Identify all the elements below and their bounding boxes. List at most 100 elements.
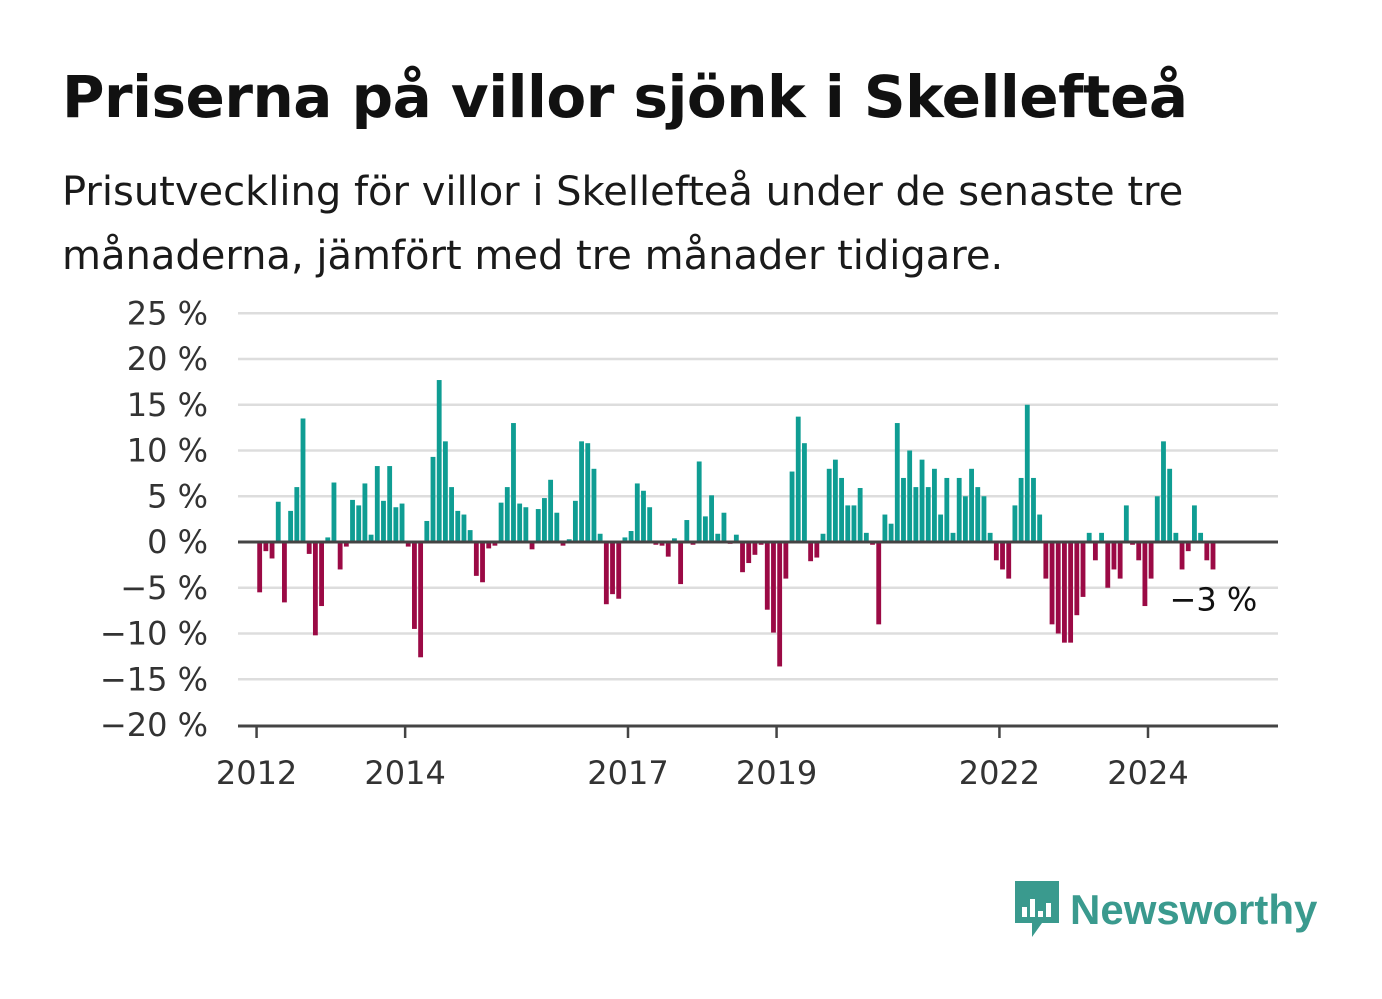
y-tick-label: 0 % [147,523,208,561]
brand-logo: Newsworthy [1012,879,1317,941]
bar [987,532,993,542]
bar [925,487,931,542]
bar [802,443,807,542]
bar [814,542,820,558]
bar [374,466,380,543]
bar [591,468,597,542]
x-tick-label: 2014 [364,754,445,792]
bar [319,542,324,607]
bar [579,441,584,542]
bar [752,542,758,555]
bar [1055,542,1061,634]
bar [789,471,795,542]
bar [826,468,832,542]
bar [585,443,591,542]
bar [876,542,882,625]
bar [820,533,826,542]
bar [523,507,529,542]
bar [337,542,343,570]
bar [1204,542,1210,561]
bar [325,537,331,542]
bar [1068,542,1074,643]
bar [356,505,362,542]
bar [442,441,448,542]
x-tick-label: 2022 [959,754,1040,792]
bar [845,505,851,542]
bar [498,502,504,542]
bar [709,495,714,542]
bar [381,500,386,542]
bar [678,542,684,585]
annotations: −3 % [1170,580,1258,618]
bar [721,512,727,542]
bar [418,542,424,658]
y-tick-label: 15 % [127,386,208,424]
bar [362,483,368,542]
bar [746,542,752,564]
bar [1173,532,1179,542]
bar [412,542,417,629]
bar [888,523,894,542]
bar [1024,404,1030,542]
bar [1031,477,1036,542]
bar [1000,542,1005,570]
bar [771,542,776,633]
bar [628,531,634,542]
axes [238,540,1278,728]
bar [672,538,677,542]
x-axis-ticks: 2012 2014 2017 2019 2022 2024 [216,726,1189,792]
bar [473,542,479,576]
y-axis-tick-labels: 25 % 20 % 15 % 10 % 5 % 0 % −5 % −10 % −15 % −20 … [100,294,208,744]
bar [461,514,467,542]
bar [907,450,913,542]
bar [430,456,436,542]
bar [919,459,925,542]
bar [486,542,492,549]
bar [1006,542,1012,579]
bar [560,542,566,546]
bar [1198,532,1204,542]
y-tick-label: 5 % [147,477,208,515]
bar [764,542,770,610]
bar [740,542,745,573]
bar [300,418,306,543]
y-tick-label: 20 % [127,340,208,378]
bar [393,507,399,542]
bar [467,530,473,543]
bar [1012,505,1018,542]
bar [932,468,937,542]
bar [944,477,950,542]
grid-lines [238,312,1278,681]
bar [424,520,430,542]
bar [894,423,900,542]
bar [572,500,578,542]
bar [1049,542,1055,625]
y-tick-label: −20 % [100,706,208,744]
y-tick-label: 25 % [127,294,208,332]
bar [1179,542,1185,570]
bar [257,542,263,593]
chart-subtitle: Prisutveckling för villor i Skellefteå u… [62,169,1184,279]
bar [634,483,640,542]
bar [616,542,622,599]
bar [275,501,281,542]
bar [312,542,318,636]
bar [1161,441,1166,542]
bar [1062,542,1067,643]
bar [306,542,312,554]
bar [529,542,535,550]
bar [1086,532,1092,542]
bar [950,532,956,542]
bar [535,509,541,542]
bar [288,510,294,542]
bar [795,416,801,542]
chart-title: Priserna på villor sjönk i Skellefteå [62,63,1188,131]
bar [1105,542,1111,588]
bar [684,520,690,542]
bar [839,477,844,542]
bar [269,542,275,559]
bar [882,514,888,542]
bar [938,514,944,542]
bar [1136,542,1142,561]
